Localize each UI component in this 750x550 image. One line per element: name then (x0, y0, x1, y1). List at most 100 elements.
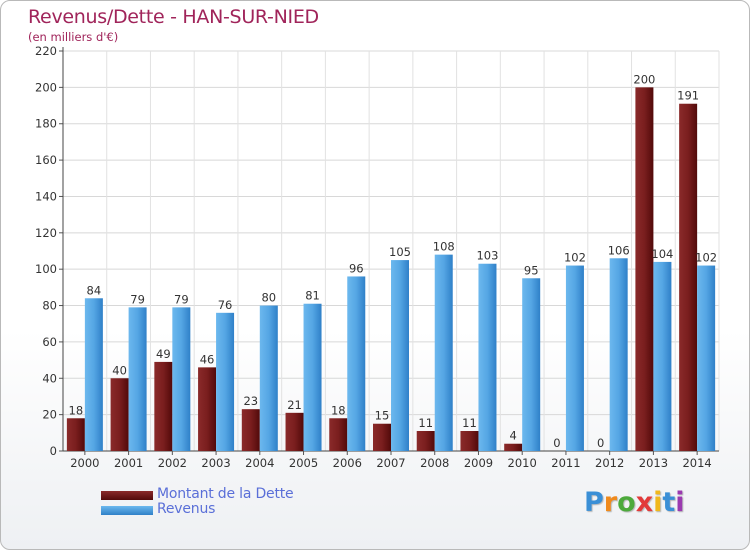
bar-debt (66, 418, 85, 451)
data-label-debt: 200 (633, 72, 655, 86)
x-tick-label: 2011 (551, 456, 580, 470)
data-label-debt: 18 (331, 403, 346, 417)
data-label-debt: 15 (375, 409, 390, 423)
chart-title: Revenus/Dette - HAN-SUR-NIED (28, 6, 319, 28)
data-label-debt: 4 (510, 429, 517, 443)
bar-debt (635, 87, 654, 451)
data-label-debt: 0 (597, 436, 604, 450)
x-tick-label: 2007 (376, 456, 405, 470)
bar-debt (679, 103, 698, 452)
logo-letter: o (617, 487, 636, 518)
data-label-revenue: 102 (695, 251, 717, 265)
legend-label-debt: Montant de la Dette (157, 486, 294, 502)
legend-swatch-debt (101, 491, 153, 500)
bar-debt (416, 431, 435, 451)
bar-revenue (478, 263, 497, 451)
data-label-debt: 40 (112, 363, 127, 377)
logo-letter: i (675, 487, 685, 518)
x-tick-label: 2014 (682, 456, 711, 470)
x-tick-label: 2006 (333, 456, 362, 470)
x-tick-label: 2005 (289, 456, 318, 470)
bar-revenue (565, 265, 584, 451)
data-label-debt: 18 (69, 403, 84, 417)
y-tick-label: 140 (35, 189, 57, 203)
data-label-revenue: 102 (564, 251, 586, 265)
data-label-revenue: 104 (651, 247, 673, 261)
bar-debt (241, 409, 260, 451)
legend-swatch-revenue (101, 506, 153, 515)
y-tick-label: 220 (35, 44, 57, 58)
data-label-revenue: 105 (389, 245, 411, 259)
bar-revenue (434, 254, 453, 451)
bar-debt (504, 443, 523, 451)
x-tick-label: 2013 (639, 456, 668, 470)
bar-revenue (172, 307, 191, 451)
data-label-revenue: 106 (608, 243, 630, 257)
x-tick-label: 2008 (420, 456, 449, 470)
y-tick-label: 0 (50, 444, 57, 458)
labels-layer: 1884407949794676238021811896151051110811… (69, 72, 718, 450)
data-label-revenue: 95 (524, 263, 539, 277)
y-tick-label: 200 (35, 80, 57, 94)
data-label-debt: 191 (677, 89, 699, 103)
legend-label-revenue: Revenus (157, 501, 216, 517)
bar-revenue (653, 261, 672, 451)
bar-revenue (522, 278, 541, 451)
x-tick-label: 2009 (464, 456, 493, 470)
data-label-revenue: 79 (130, 292, 145, 306)
data-label-debt: 11 (418, 416, 433, 430)
bar-revenue (128, 307, 147, 451)
bar-revenue (216, 312, 235, 451)
x-tick-label: 2001 (114, 456, 143, 470)
chart-subtitle: (en milliers d'€) (28, 30, 119, 44)
y-tick-label: 180 (35, 117, 57, 131)
logo-letter: r (603, 487, 618, 518)
data-label-revenue: 84 (87, 283, 102, 297)
data-label-debt: 11 (462, 416, 477, 430)
data-label-debt: 46 (200, 352, 215, 366)
data-label-debt: 23 (243, 394, 258, 408)
bar-revenue (259, 305, 278, 451)
bar-revenue (347, 276, 366, 451)
logo-letter: P (584, 487, 604, 518)
x-tick-label: 2002 (158, 456, 187, 470)
bar-debt (329, 418, 348, 451)
data-label-debt: 49 (156, 347, 171, 361)
bar-revenue (609, 258, 628, 451)
logo-letter: i (653, 487, 663, 518)
x-tick-label: 2010 (508, 456, 537, 470)
bar-revenue (391, 260, 409, 451)
data-label-revenue: 108 (433, 240, 455, 254)
bars-layer (66, 87, 716, 452)
bar-revenue (697, 265, 716, 451)
data-label-revenue: 81 (305, 289, 320, 303)
x-tick-label: 2004 (245, 456, 274, 470)
y-tick-label: 160 (35, 153, 57, 167)
bar-debt (460, 431, 479, 451)
y-tick-label: 20 (42, 408, 57, 422)
data-label-debt: 0 (553, 436, 560, 450)
data-label-revenue: 80 (261, 291, 276, 305)
proxiti-logo: Proxiti (584, 487, 685, 518)
x-tick-label: 2012 (595, 456, 624, 470)
data-label-revenue: 76 (218, 298, 233, 312)
x-tick-label: 2000 (70, 456, 99, 470)
bar-revenue (303, 303, 322, 451)
data-label-revenue: 96 (349, 261, 364, 275)
y-tick-label: 100 (35, 262, 57, 276)
bar-debt (373, 423, 391, 451)
bar-revenue (84, 298, 103, 451)
data-label-revenue: 103 (476, 249, 498, 263)
logo-letter: t (662, 487, 676, 518)
x-tick-label: 2003 (201, 456, 230, 470)
data-label-debt: 21 (287, 398, 302, 412)
bar-debt (285, 412, 304, 451)
y-tick-label: 40 (42, 371, 57, 385)
bar-debt (198, 367, 217, 451)
data-label-revenue: 79 (174, 292, 189, 306)
bar-debt (110, 378, 129, 451)
y-tick-label: 120 (35, 226, 57, 240)
